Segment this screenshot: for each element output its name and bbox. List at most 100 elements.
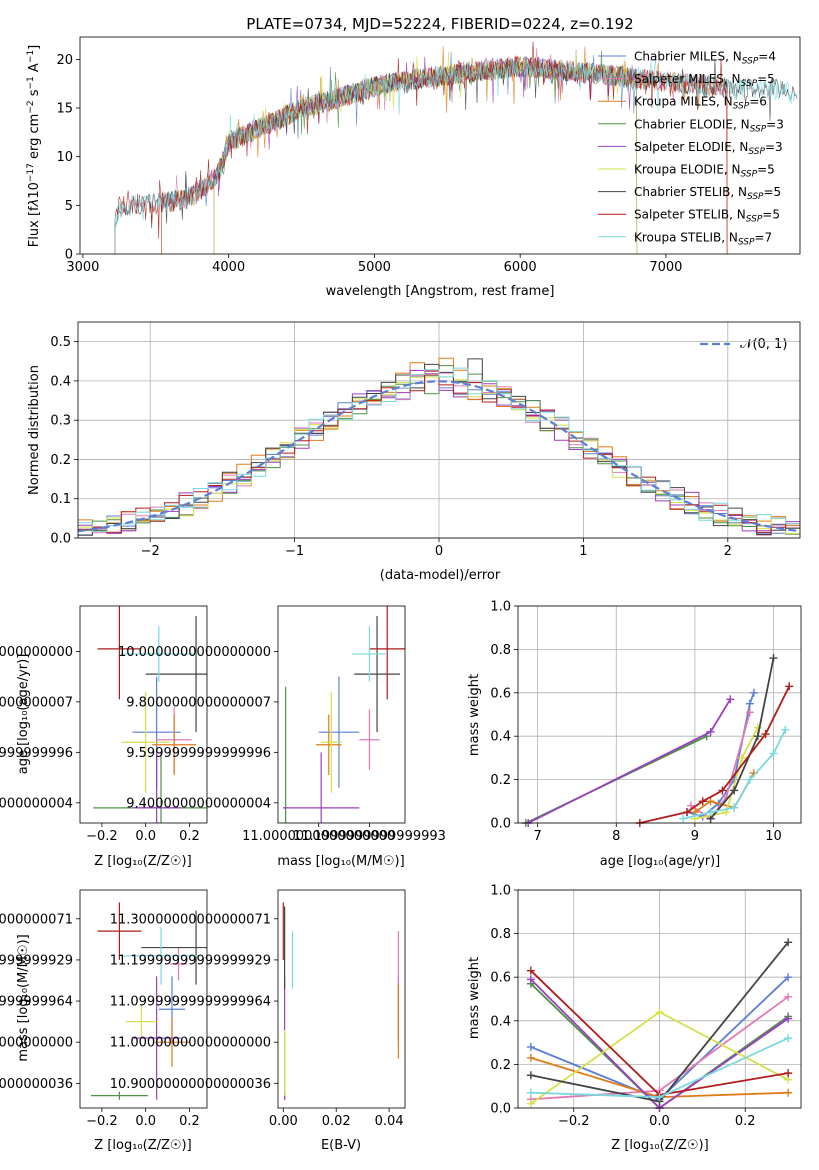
residuals-ticklabel-x: 0 <box>435 544 443 559</box>
residuals-histogram <box>78 370 800 533</box>
mass-weight-vs-age-marker <box>769 749 778 758</box>
residuals-frame <box>77 321 801 539</box>
mass-weight-vs-age-marker <box>679 814 688 823</box>
age-vs-mass-ticklabel-x: 11.1999999999999993 <box>293 829 446 844</box>
age-vs-Z-ticklabel-x: 0.2 <box>179 829 200 844</box>
mass-weight-vs-Z-marker <box>526 966 535 975</box>
mass-weight-vs-age-marker <box>753 732 762 741</box>
residuals-xlabel: (data-model)/error <box>380 568 501 583</box>
age-vs-Z-xlabel: Z [log₁₀(Z/Z☉)] <box>94 854 191 869</box>
age-vs-mass-ticklabel-y: 9.8000000000000007 <box>126 695 271 710</box>
age-vs-mass-ticklabel-y: 10.0000000000000000 <box>118 645 271 660</box>
mass-vs-Z-xlabel: Z [log₁₀(Z/Z☉)] <box>94 1138 191 1153</box>
spectrum-legend-label: Kroupa STELIB, NSSP=7 <box>634 230 772 247</box>
mass-weight-vs-age-frame <box>517 605 802 824</box>
mass-vs-Z-ticklabel-y: 11.19999999999999929 <box>0 953 73 968</box>
residuals-ticklabel-y: 0.5 <box>50 335 71 350</box>
mass-weight-vs-Z-ticklabel-y: 0.2 <box>490 1058 511 1073</box>
spectrum-legend-label: Salpeter ELODIE, NSSP=3 <box>634 140 783 157</box>
spectrum-frame <box>79 36 801 255</box>
mass-weight-vs-age-ticklabel-x: 10 <box>765 829 782 844</box>
spectrum-ticklabel-y: 20 <box>56 53 73 68</box>
mass-weight-vs-age-ticklabel-y: 0.8 <box>490 643 511 658</box>
mass-vs-Z-ticklabel-y: 11.09999999999999964 <box>0 995 73 1010</box>
spectrum-legend-label: Kroupa MILES, NSSP=6 <box>634 95 767 112</box>
spectrum-legend-label: Chabrier STELIB, NSSP=5 <box>634 185 781 202</box>
residuals-ticklabel-x: −2 <box>141 544 160 559</box>
mass-vs-EBV-frame <box>277 889 406 1109</box>
spectrum-legend-label: Kroupa ELODIE, NSSP=5 <box>634 163 775 180</box>
age-vs-Z-ylabel: age [log₁₀(age/yr)] <box>16 654 31 775</box>
mass-weight-vs-Z-marker <box>784 938 793 947</box>
age-vs-Z-ticklabel-x: −0.2 <box>86 829 118 844</box>
mass-weight-vs-age-ticklabel-y: 0.4 <box>490 730 511 745</box>
spectrum-ticklabel-y: 15 <box>56 102 73 117</box>
age-vs-Z-ticklabel-y: 9.5999999999999996 <box>0 746 73 761</box>
mass-vs-EBV-ticklabel-y: 11.00000000000000000 <box>110 1036 271 1051</box>
mass-weight-vs-age-marker <box>745 699 754 708</box>
spectrum-ticklabel-x: 4000 <box>212 260 245 275</box>
mass-weight-vs-age-ticklabel-y: 0.2 <box>490 773 511 788</box>
mass-weight-vs-age-line <box>639 685 791 823</box>
age-vs-Z-frame <box>79 605 208 824</box>
mass-weight-vs-age-marker <box>730 803 739 812</box>
mass-weight-vs-Z-marker <box>784 992 793 1001</box>
mass-weight-vs-Z-ticklabel-y: 0.8 <box>490 927 511 942</box>
mass-vs-EBV-ticklabel-y: 11.09999999999999964 <box>110 995 271 1010</box>
mass-weight-vs-age-ticklabel-y: 0.0 <box>490 817 511 832</box>
mass-weight-vs-age-ticklabel-x: 9 <box>691 829 699 844</box>
age-vs-mass-xlabel: mass [log₁₀(M/M☉)] <box>277 854 404 869</box>
spectrum-title: PLATE=0734, MJD=52224, FIBERID=0224, z=0… <box>246 15 633 33</box>
mass-weight-vs-age-line <box>694 772 755 813</box>
mass-weight-vs-age-marker <box>683 808 692 817</box>
mass-weight-vs-Z-ticklabel-x: 0.2 <box>735 1114 756 1129</box>
age-vs-mass-ticklabel-y: 9.4000000000000004 <box>126 796 271 811</box>
mass-weight-vs-age-marker <box>706 727 715 736</box>
spectrum-legend-label: Salpeter MILES, NSSP=5 <box>634 72 775 89</box>
mass-weight-vs-age-ticklabel-x: 7 <box>534 829 542 844</box>
spectrum-line-kroupa-stelib <box>114 54 798 254</box>
mass-weight-vs-age-marker <box>738 753 747 762</box>
mass-weight-vs-Z-ticklabel-y: 1.0 <box>490 884 511 899</box>
spectrum-ticklabel-x: 7000 <box>649 260 682 275</box>
spectrum-legend-label: Chabrier MILES, NSSP=4 <box>634 50 776 67</box>
mass-weight-vs-Z-marker <box>526 1099 535 1108</box>
residuals-ticklabel-y: 0.4 <box>50 374 71 389</box>
mass-weight-vs-Z-frame <box>517 889 802 1109</box>
mass-weight-vs-Z-marker <box>784 1088 793 1097</box>
mass-weight-vs-age-marker <box>785 682 794 691</box>
mass-weight-vs-age-marker <box>761 730 770 739</box>
residuals-normal-curve <box>78 380 800 533</box>
spectrum-legend-label: Chabrier ELODIE, NSSP=3 <box>634 117 784 134</box>
spectrum-ticklabel-y: 10 <box>56 150 73 165</box>
spectrum-line-chabrier-stelib <box>114 56 798 254</box>
age-vs-Z-ticklabel-x: 0.0 <box>135 829 156 844</box>
mass-weight-vs-age-marker <box>706 808 715 817</box>
age-vs-Z-ticklabel-y: 9.4000000000000004 <box>0 796 73 811</box>
spectrum-ticklabel-x: 5000 <box>358 260 391 275</box>
residuals-ticklabel-y: 0.1 <box>50 492 71 507</box>
mass-vs-Z-ticklabel-y: 10.90000000000000036 <box>0 1077 73 1092</box>
mass-vs-EBV-xlabel: E(B-V) <box>321 1138 361 1153</box>
residuals-histogram <box>78 367 800 533</box>
residuals-ticklabel-y: 0.0 <box>50 532 71 547</box>
mass-vs-EBV-ticklabel-y: 10.90000000000000036 <box>110 1077 271 1092</box>
mass-weight-vs-age-marker <box>749 688 758 697</box>
mass-weight-vs-Z-ylabel: mass weight <box>467 957 482 1039</box>
mass-weight-vs-Z-ticklabel-x: 0.0 <box>649 1114 670 1129</box>
mass-weight-vs-Z-marker <box>784 1014 793 1023</box>
residuals-ticklabel-y: 0.3 <box>50 414 71 429</box>
residuals-ticklabel-y: 0.2 <box>50 453 71 468</box>
mass-weight-vs-age-ticklabel-x: 8 <box>612 829 620 844</box>
mass-weight-vs-Z-marker <box>526 1071 535 1080</box>
residuals-ticklabel-x: 2 <box>724 544 732 559</box>
mass-vs-EBV-ticklabel-x: 0.02 <box>322 1114 351 1129</box>
mass-weight-vs-Z-ticklabel-x: −0.2 <box>558 1114 590 1129</box>
age-vs-mass-frame <box>277 605 406 824</box>
residuals-legend-label: 𝒩(0, 1) <box>740 337 787 352</box>
mass-weight-vs-Z-marker <box>655 1093 664 1102</box>
mass-weight-vs-age-line <box>709 657 775 820</box>
mass-weight-vs-age-ticklabel-y: 1.0 <box>490 600 511 615</box>
residuals-ticklabel-x: 1 <box>579 544 587 559</box>
